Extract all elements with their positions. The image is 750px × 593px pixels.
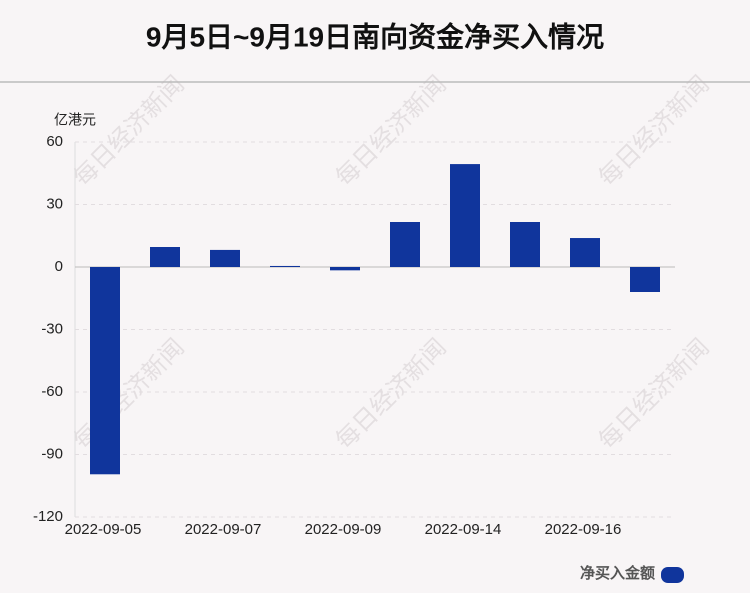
bar — [150, 247, 180, 267]
bar — [330, 267, 360, 271]
x-tick-label: 2022-09-05 — [65, 521, 142, 538]
y-tick-label: -90 — [41, 445, 63, 462]
chart-title: 9月5日~9月19日南向资金净买入情况 — [146, 20, 604, 52]
x-tick-label: 2022-09-14 — [425, 521, 502, 538]
y-tick-label: 30 — [46, 195, 63, 212]
y-tick-label: 60 — [46, 133, 63, 150]
bar — [570, 238, 600, 267]
bar — [450, 164, 480, 267]
bar — [390, 222, 420, 267]
legend-swatch — [661, 567, 684, 583]
y-tick-label: 0 — [55, 258, 63, 275]
bar — [630, 267, 660, 292]
x-tick-label: 2022-09-16 — [545, 521, 622, 538]
legend-label: 净买入金额 — [580, 564, 655, 582]
x-tick-label: 2022-09-07 — [185, 521, 262, 538]
y-axis-label: 亿港元 — [54, 112, 96, 128]
bar — [90, 267, 120, 475]
y-tick-label: -120 — [33, 508, 63, 525]
bar — [510, 222, 540, 267]
bar — [270, 265, 300, 267]
y-tick-label: -30 — [41, 320, 63, 337]
bar — [210, 249, 240, 267]
x-tick-label: 2022-09-09 — [305, 521, 382, 538]
y-tick-label: -60 — [41, 383, 63, 400]
